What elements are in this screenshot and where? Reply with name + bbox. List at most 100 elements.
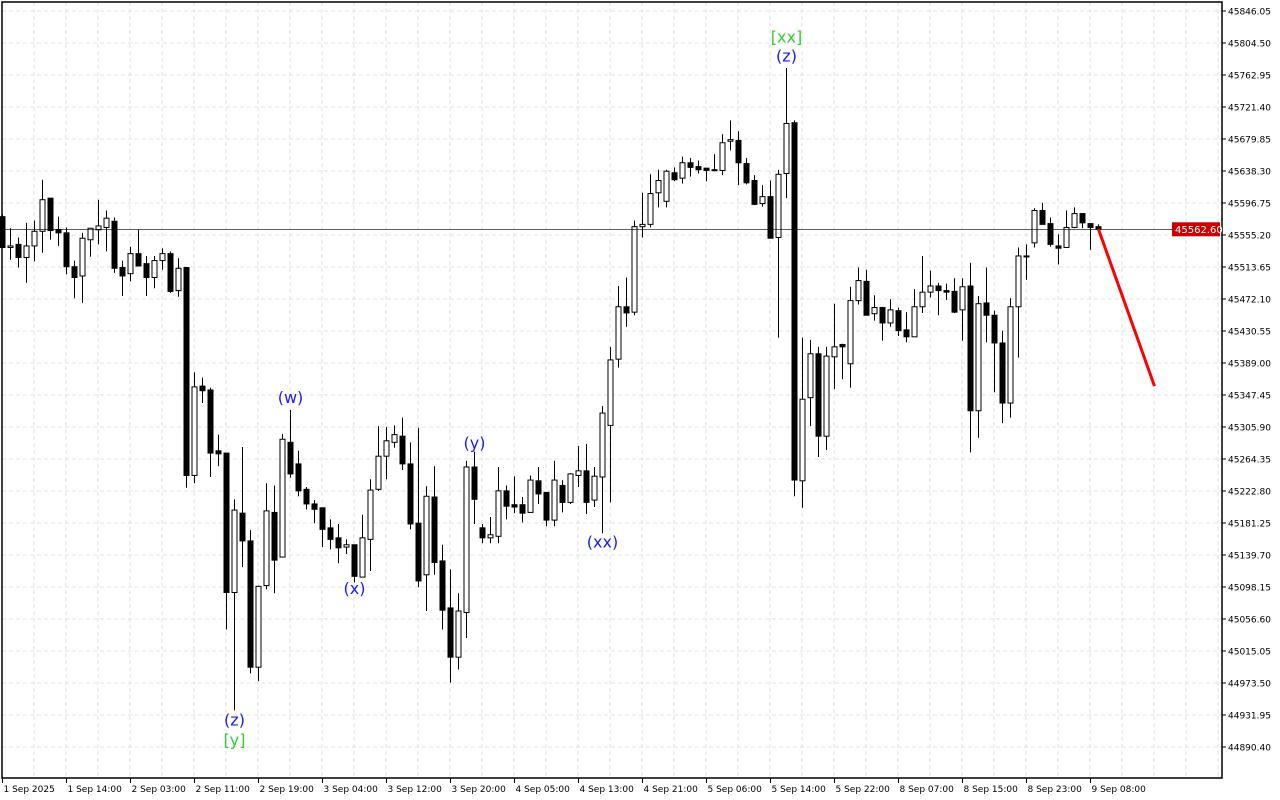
candle-body xyxy=(1007,306,1014,404)
bullish-candle xyxy=(87,227,94,257)
candle-body xyxy=(223,452,230,594)
candle-body xyxy=(343,544,350,548)
candle-body xyxy=(471,466,478,500)
candle-body xyxy=(527,479,534,513)
candle-body xyxy=(7,245,14,248)
candle-body xyxy=(519,504,526,514)
wave-label: [y] xyxy=(224,731,246,750)
bullish-candle xyxy=(487,517,494,544)
candle-body xyxy=(271,511,278,561)
bullish-candle xyxy=(1007,298,1014,418)
candle-body xyxy=(287,441,294,475)
candle-body xyxy=(655,179,662,194)
bullish-candle xyxy=(151,255,158,289)
bearish-candle xyxy=(439,544,446,630)
bullish-candle xyxy=(95,199,102,245)
bullish-candle xyxy=(127,246,134,282)
wave-label: (w) xyxy=(278,388,304,407)
y-tick-label: 45222.80 xyxy=(1228,488,1271,498)
bearish-candle xyxy=(687,158,694,177)
y-tick-label: 45804.50 xyxy=(1228,40,1271,50)
bullish-candle xyxy=(1015,247,1022,358)
candle-body xyxy=(319,507,326,530)
candle-body xyxy=(695,166,702,171)
bullish-candle xyxy=(711,154,718,172)
candle-body xyxy=(1047,223,1054,245)
candle-body xyxy=(607,359,614,426)
bearish-candle xyxy=(583,443,590,514)
bearish-candle xyxy=(311,500,318,524)
bullish-candle xyxy=(551,460,558,527)
candle-body xyxy=(87,227,94,241)
bullish-candle xyxy=(591,466,598,508)
bullish-candle xyxy=(775,169,782,338)
bullish-candle xyxy=(343,539,350,554)
candle-body xyxy=(591,475,598,501)
candle-body xyxy=(63,232,70,268)
candle-body xyxy=(103,217,110,228)
x-axis[interactable]: 1 Sep 2025 1 Sep 14:00 2 Sep 03:00 2 Sep 11… xyxy=(2,778,1147,795)
candle-body xyxy=(111,220,118,269)
bullish-candle xyxy=(103,210,110,252)
bullish-candle xyxy=(279,433,286,558)
candle-body xyxy=(95,225,102,231)
candle-body xyxy=(279,438,286,558)
bullish-candle xyxy=(647,174,654,228)
candle-body xyxy=(751,179,758,205)
candle-body xyxy=(663,170,670,202)
candle-body xyxy=(1055,245,1062,249)
bullish-candle xyxy=(39,179,46,253)
bearish-candle xyxy=(839,343,846,380)
bearish-candle xyxy=(471,451,478,524)
bullish-candle xyxy=(607,346,614,503)
bearish-candle xyxy=(943,283,950,300)
x-tick-label: 5 Sep 14:00 xyxy=(772,785,827,795)
bearish-candle xyxy=(503,485,510,520)
bullish-candle xyxy=(263,483,270,590)
candle-body xyxy=(31,230,38,247)
candle-body xyxy=(119,267,126,277)
bullish-candle xyxy=(655,169,662,208)
bearish-candle xyxy=(167,251,174,293)
price-tag-background xyxy=(1172,222,1220,237)
bearish-candle xyxy=(1039,202,1046,225)
candle-body xyxy=(455,610,462,658)
bearish-candle xyxy=(447,569,454,683)
y-tick-label: 45596.75 xyxy=(1228,200,1271,210)
candle-body xyxy=(535,480,542,495)
y-tick-label: 45555.20 xyxy=(1228,232,1271,242)
bullish-candle xyxy=(631,220,638,316)
bullish-candle xyxy=(463,460,470,638)
candle-body xyxy=(167,253,174,292)
bullish-candle xyxy=(975,295,982,438)
candle-body xyxy=(831,346,838,358)
bearish-candle xyxy=(1079,213,1086,229)
candle-body xyxy=(743,163,750,184)
bearish-candle xyxy=(1055,234,1062,265)
bearish-candle xyxy=(71,260,78,299)
x-tick-label: 8 Sep 07:00 xyxy=(900,785,955,795)
candle-body xyxy=(447,607,454,658)
bullish-candle xyxy=(359,514,366,578)
bullish-candle xyxy=(847,286,854,388)
candle-body xyxy=(407,463,414,525)
bullish-candle xyxy=(567,473,574,504)
candle-body xyxy=(135,253,142,267)
bearish-candle xyxy=(239,446,246,568)
x-tick-label: 5 Sep 22:00 xyxy=(836,785,891,795)
y-tick-label: 44973.50 xyxy=(1228,680,1271,690)
candle-body xyxy=(239,512,246,542)
y-axis[interactable]: 45846.05 45804.50 45762.95 45721.40 45679.85… xyxy=(1222,8,1271,754)
candle-body xyxy=(351,544,358,577)
candle-body xyxy=(647,193,654,225)
bearish-candle xyxy=(743,158,750,185)
bullish-candle xyxy=(1031,208,1038,248)
bullish-candle xyxy=(887,299,894,327)
bullish-candle xyxy=(719,134,726,176)
bullish-candle xyxy=(575,446,582,487)
y-tick-label: 45846.05 xyxy=(1228,8,1271,18)
candle-body xyxy=(879,307,886,324)
candle-body xyxy=(863,280,870,316)
bullish-candle xyxy=(383,426,390,480)
